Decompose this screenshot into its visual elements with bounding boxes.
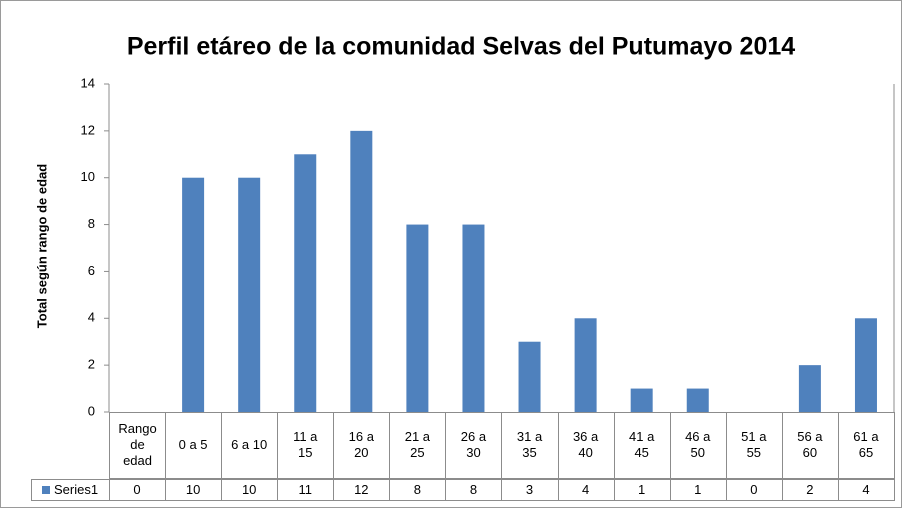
y-tick-label: 12	[81, 122, 95, 137]
value-cell-text: 2	[806, 482, 814, 497]
value-cell-text: 4	[862, 482, 870, 497]
bar	[518, 341, 541, 412]
legend-cell-text: Series1	[54, 482, 99, 497]
value-cell-text: 3	[525, 482, 534, 497]
bar	[574, 318, 597, 412]
legend-swatch	[42, 486, 50, 494]
y-tick-label: 2	[88, 357, 95, 372]
category-cell: 6 a 10	[221, 412, 279, 479]
category-cell-text: 36 a 40	[572, 429, 599, 460]
category-cell: 11 a 15	[277, 412, 335, 479]
category-cell: 56 a 60	[781, 412, 839, 479]
y-tick-label: 0	[88, 403, 95, 418]
bar	[686, 388, 709, 412]
value-cell-text: 12	[354, 482, 369, 497]
value-cell: 12	[333, 479, 391, 501]
value-cell-text: 10	[241, 482, 257, 497]
category-cell-text: 61 a 65	[853, 429, 879, 460]
value-cell-text: 4	[581, 482, 590, 497]
value-cell: 0	[725, 479, 783, 501]
category-cell: 61 a 65	[837, 412, 895, 479]
category-cell-text: 56 a 60	[797, 429, 823, 460]
value-cell-text: 1	[694, 482, 702, 497]
value-cell: 10	[165, 479, 223, 501]
category-cell-text: 21 a 25	[404, 429, 431, 460]
category-cell: 16 a 20	[333, 412, 391, 479]
category-cell-text: Rango de edad	[118, 421, 157, 468]
bar	[406, 224, 429, 412]
bar	[854, 318, 877, 412]
value-cell: 1	[613, 479, 671, 501]
category-cell: Rango de edad	[109, 412, 167, 479]
bar	[238, 177, 261, 412]
category-cell: 21 a 25	[389, 412, 447, 479]
category-cell-text: 31 a 35	[516, 429, 543, 460]
bar	[182, 177, 205, 412]
category-cell-text: 51 a 55	[741, 429, 767, 460]
value-cell-text: 1	[638, 482, 646, 497]
value-cell: 0	[109, 479, 167, 501]
category-cell: 31 a 35	[501, 412, 559, 479]
category-cell-text: 26 a 30	[460, 429, 487, 460]
y-tick-label: 6	[88, 263, 95, 278]
value-cell: 10	[221, 479, 279, 501]
legend-cell: Series1	[31, 479, 110, 501]
category-cell-text: 6 a 10	[231, 437, 268, 452]
category-cell: 51 a 55	[725, 412, 783, 479]
chart-title: Perfil etáreo de la comunidad Selvas del…	[127, 33, 795, 61]
value-cell: 4	[557, 479, 615, 501]
y-tick-label: 14	[81, 75, 95, 90]
y-tick-label: 4	[88, 310, 95, 325]
y-axis-label: Total según rango de edad	[34, 164, 49, 329]
category-cell: 26 a 30	[445, 412, 503, 479]
value-cell-text: 8	[469, 482, 478, 497]
category-cell: 0 a 5	[165, 412, 223, 479]
category-cell-text: 11 a 15	[293, 429, 318, 460]
value-cell: 3	[501, 479, 559, 501]
value-cell: 8	[445, 479, 503, 501]
category-cell-text: 0 a 5	[178, 437, 208, 452]
value-cell: 8	[389, 479, 447, 501]
y-tick-label: 10	[81, 169, 95, 184]
value-cell-text: 8	[413, 482, 421, 497]
value-cell-text: 11	[298, 482, 312, 497]
value-cell: 1	[669, 479, 727, 501]
bar	[798, 365, 821, 412]
bar	[462, 224, 485, 412]
value-cell: 11	[277, 479, 335, 501]
bar	[294, 154, 317, 413]
category-cell: 41 a 45	[613, 412, 671, 479]
value-cell-text: 10	[185, 482, 201, 497]
value-cell-text: 0	[133, 482, 141, 497]
category-cell: 46 a 50	[669, 412, 727, 479]
bar	[350, 130, 373, 412]
value-cell-text: 0	[750, 482, 758, 497]
category-cell-text: 16 a 20	[348, 429, 374, 460]
bar	[630, 388, 653, 412]
y-tick-label: 8	[88, 216, 95, 231]
category-cell: 36 a 40	[557, 412, 615, 479]
category-cell-text: 41 a 45	[629, 429, 655, 460]
value-cell: 4	[837, 479, 895, 501]
value-cell: 2	[781, 479, 839, 501]
category-cell-text: 46 a 50	[685, 429, 711, 460]
